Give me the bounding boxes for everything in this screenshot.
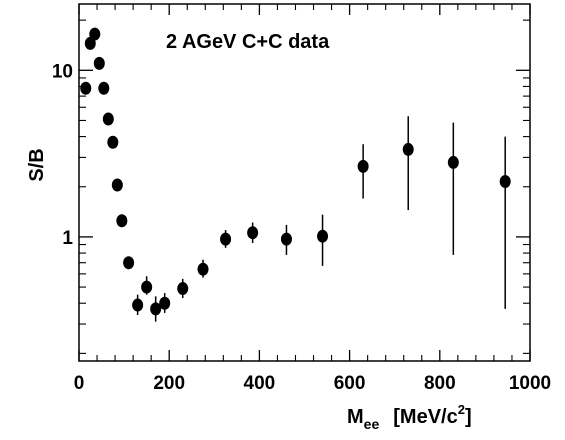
y-tick-label: 10 bbox=[52, 61, 73, 82]
data-point bbox=[220, 232, 232, 246]
data-points bbox=[80, 27, 511, 316]
x-tick-label: 200 bbox=[153, 373, 185, 394]
x-axis-title-main: M bbox=[347, 406, 364, 428]
data-point bbox=[111, 178, 123, 192]
data-point bbox=[280, 232, 292, 246]
x-axis-ticks bbox=[78, 4, 531, 361]
data-point bbox=[132, 298, 144, 312]
data-point bbox=[107, 135, 119, 149]
y-axis-ticks bbox=[79, 19, 530, 354]
data-point bbox=[98, 81, 110, 95]
plot-frame bbox=[78, 3, 531, 362]
data-point bbox=[402, 142, 414, 156]
x-tick-label: 1000 bbox=[509, 373, 551, 394]
y-tick-labels: 1 10 bbox=[52, 61, 74, 249]
data-point bbox=[89, 27, 101, 41]
data-point bbox=[247, 226, 259, 240]
data-point bbox=[80, 81, 92, 95]
data-point bbox=[177, 282, 189, 296]
x-tick-label: 400 bbox=[244, 373, 276, 394]
x-tick-label: 800 bbox=[424, 373, 456, 394]
data-point bbox=[159, 296, 171, 310]
x-axis-title-subscript: ee bbox=[364, 416, 380, 432]
y-axis-title: S/B bbox=[26, 148, 48, 181]
data-point bbox=[499, 175, 511, 189]
data-point bbox=[197, 262, 209, 276]
y-tick-label: 1 bbox=[62, 228, 73, 249]
data-point bbox=[102, 112, 114, 126]
chart-title: 2 AGeV C+C data bbox=[166, 31, 330, 53]
x-axis-title: Mee [MeV/c2] bbox=[347, 402, 472, 432]
data-point bbox=[317, 229, 329, 243]
x-tick-label: 0 bbox=[74, 373, 85, 394]
data-point bbox=[93, 56, 105, 70]
x-tick-label: 600 bbox=[334, 373, 366, 394]
data-point bbox=[141, 280, 153, 294]
data-point bbox=[447, 155, 459, 169]
x-tick-labels: 0 200 400 600 800 1000 bbox=[74, 373, 551, 394]
data-point bbox=[116, 214, 128, 228]
data-point bbox=[357, 159, 369, 173]
error-bars bbox=[136, 116, 506, 322]
x-axis-title-unit-suffix: ] bbox=[465, 406, 472, 428]
x-axis-title-unit: [MeV/c bbox=[393, 406, 457, 428]
data-point bbox=[150, 302, 162, 316]
data-point bbox=[123, 256, 135, 270]
x-axis-title-unit-superscript: 2 bbox=[458, 402, 465, 417]
